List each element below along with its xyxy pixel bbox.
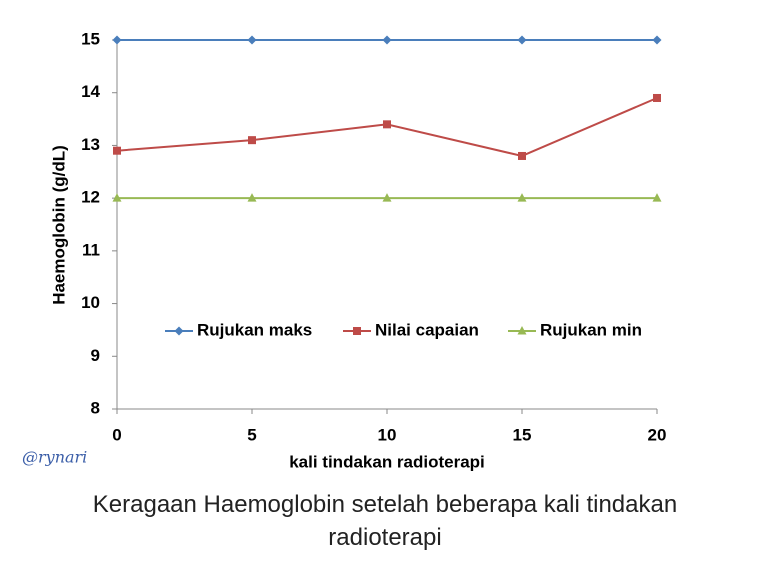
legend-label: Rujukan min	[540, 320, 642, 339]
marker	[113, 146, 121, 155]
y-tick-label: 14	[81, 82, 100, 101]
marker	[517, 193, 527, 202]
x-tick-label: 15	[513, 425, 532, 444]
y-tick-label: 8	[91, 398, 100, 417]
watermark: @rynari	[22, 448, 87, 467]
y-tick-label: 15	[81, 29, 100, 48]
x-tick-label: 10	[378, 425, 397, 444]
marker	[112, 193, 122, 202]
y-axis-label: Haemoglobin (g/dL)	[49, 145, 68, 305]
y-tick-label: 13	[81, 135, 100, 154]
y-tick-label: 12	[81, 188, 100, 207]
marker	[518, 151, 526, 160]
y-tick-label: 10	[81, 293, 100, 312]
legend-label: Nilai capaian	[375, 320, 479, 339]
marker	[247, 35, 257, 45]
x-tick-label: 0	[112, 425, 121, 444]
marker	[247, 193, 257, 202]
marker	[382, 193, 392, 202]
marker	[353, 327, 361, 335]
marker	[383, 120, 391, 129]
marker	[248, 136, 256, 145]
y-tick-label: 9	[91, 346, 100, 365]
y-tick-label: 11	[82, 240, 100, 259]
marker	[652, 35, 662, 45]
marker	[382, 35, 392, 45]
x-tick-label: 20	[648, 425, 667, 444]
caption: Keragaan Haemoglobin setelah beberapa ka…	[92, 491, 678, 551]
marker	[653, 93, 661, 102]
marker	[652, 193, 662, 202]
marker	[517, 326, 527, 335]
x-tick-label: 5	[247, 425, 256, 444]
x-axis-label: kali tindakan radioterapi	[289, 452, 485, 471]
marker	[517, 35, 527, 45]
marker	[174, 326, 184, 336]
legend-label: Rujukan maks	[197, 320, 312, 339]
marker	[112, 35, 122, 45]
